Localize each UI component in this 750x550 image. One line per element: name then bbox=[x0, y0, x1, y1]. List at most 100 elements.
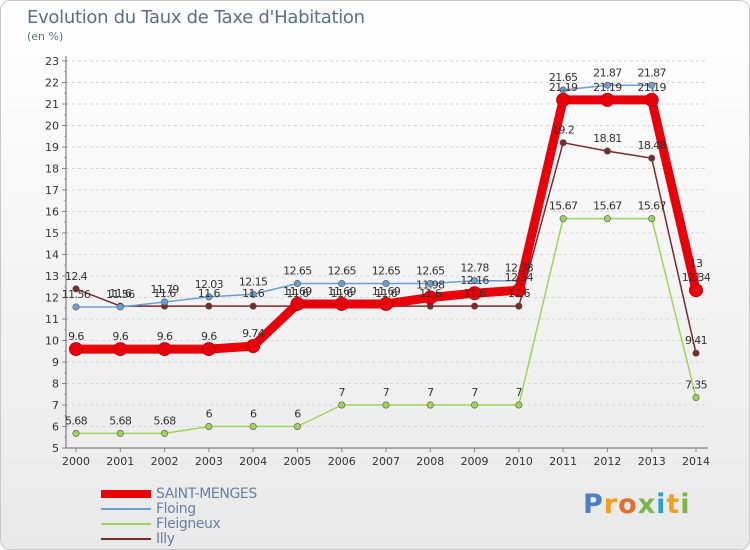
data-point bbox=[515, 302, 523, 310]
data-point bbox=[511, 283, 526, 298]
data-point bbox=[379, 296, 393, 311]
data-point bbox=[556, 92, 571, 107]
data-point bbox=[338, 401, 346, 409]
x-tick-label: 2004 bbox=[239, 455, 267, 468]
data-label: 12.4 bbox=[65, 270, 88, 283]
data-label: 5.68 bbox=[65, 414, 88, 427]
data-point bbox=[72, 429, 80, 437]
chart-subtitle: (en %) bbox=[27, 30, 64, 43]
data-label: 7 bbox=[383, 386, 390, 399]
data-point bbox=[423, 290, 438, 305]
y-tick-label: 15 bbox=[45, 227, 59, 240]
data-label: 9.6 bbox=[201, 330, 217, 343]
logo-letter: i bbox=[656, 489, 667, 520]
x-tick-label: 2005 bbox=[283, 455, 311, 468]
data-label: 7 bbox=[471, 386, 478, 399]
y-tick-label: 21 bbox=[45, 98, 59, 111]
data-point bbox=[471, 401, 479, 409]
y-tick-label: 6 bbox=[52, 421, 59, 434]
data-point bbox=[382, 280, 390, 288]
y-tick-label: 16 bbox=[45, 206, 59, 219]
data-label: 12.78 bbox=[460, 262, 489, 275]
y-tick-label: 5 bbox=[52, 442, 59, 455]
data-point bbox=[471, 302, 479, 310]
data-point bbox=[471, 277, 479, 285]
y-tick-label: 14 bbox=[45, 249, 59, 262]
data-point bbox=[205, 302, 213, 310]
y-tick-label: 23 bbox=[45, 55, 59, 68]
data-label: 11.6 bbox=[375, 287, 398, 300]
data-label: 11.6 bbox=[242, 287, 265, 300]
data-label: 21.87 bbox=[637, 66, 666, 79]
x-tick-label: 2003 bbox=[195, 455, 223, 468]
data-label: 11.56 bbox=[106, 288, 135, 301]
legend-swatch bbox=[101, 490, 151, 498]
data-label: 12.16 bbox=[460, 274, 489, 287]
data-point bbox=[205, 293, 213, 301]
x-tick-label: 2000 bbox=[62, 455, 90, 468]
data-label: 11.69 bbox=[372, 285, 401, 298]
data-label: 12.65 bbox=[327, 265, 356, 278]
data-point bbox=[249, 422, 257, 430]
x-tick-label: 2013 bbox=[638, 455, 666, 468]
series-line-fleigneux bbox=[75, 217, 697, 435]
data-point bbox=[600, 92, 615, 107]
y-tick-label: 11 bbox=[45, 313, 59, 326]
data-point bbox=[205, 422, 213, 430]
data-point bbox=[382, 401, 390, 409]
data-label: 6 bbox=[250, 408, 257, 421]
data-point bbox=[69, 342, 83, 357]
data-label: 9.6 bbox=[112, 330, 128, 343]
data-label: 7 bbox=[339, 386, 346, 399]
y-tick-label: 10 bbox=[45, 335, 59, 348]
data-point bbox=[116, 429, 124, 437]
data-label: 21.19 bbox=[637, 81, 666, 94]
data-point bbox=[161, 429, 169, 437]
data-point bbox=[515, 401, 523, 409]
y-tick-label: 12 bbox=[45, 292, 59, 305]
data-label: 11.6 bbox=[109, 287, 132, 300]
y-tick-label: 13 bbox=[45, 270, 59, 283]
data-point bbox=[559, 139, 567, 147]
data-label: 13 bbox=[690, 257, 703, 270]
data-point bbox=[603, 81, 611, 89]
x-tick-label: 2002 bbox=[151, 455, 179, 468]
x-tick-label: 2001 bbox=[106, 455, 134, 468]
data-point bbox=[692, 393, 700, 401]
data-point bbox=[603, 147, 611, 155]
data-label: 12.15 bbox=[239, 275, 268, 288]
data-label: 11.6 bbox=[154, 287, 177, 300]
data-label: 6 bbox=[206, 408, 213, 421]
data-label: 11.98 bbox=[416, 279, 445, 292]
data-label: 18.81 bbox=[593, 132, 622, 145]
data-label: 18.48 bbox=[637, 139, 666, 152]
data-point bbox=[692, 349, 700, 357]
legend-swatch bbox=[101, 538, 151, 540]
data-label: 11.6 bbox=[331, 287, 354, 300]
data-label: 12.03 bbox=[195, 278, 224, 291]
data-label: 11.6 bbox=[464, 287, 487, 300]
data-point bbox=[648, 81, 656, 89]
data-label: 11.56 bbox=[62, 288, 91, 301]
data-point bbox=[246, 339, 261, 354]
data-label: 9.6 bbox=[157, 330, 173, 343]
data-point bbox=[293, 280, 301, 288]
data-label: 7.35 bbox=[685, 378, 708, 391]
data-label: 12.34 bbox=[682, 271, 711, 284]
y-tick-label: 8 bbox=[52, 378, 59, 391]
x-tick-label: 2014 bbox=[682, 455, 710, 468]
data-point bbox=[113, 342, 128, 357]
data-label: 15.67 bbox=[637, 200, 666, 213]
data-label: 12.65 bbox=[372, 265, 401, 278]
legend-swatch bbox=[101, 523, 151, 525]
data-point bbox=[648, 154, 656, 162]
legend-label: SAINT-MENGES bbox=[156, 486, 257, 502]
x-tick-label: 2011 bbox=[549, 455, 577, 468]
y-tick-label: 17 bbox=[45, 184, 59, 197]
x-tick-label: 2008 bbox=[416, 455, 444, 468]
data-label: 9.74 bbox=[242, 327, 265, 340]
data-label: 21.65 bbox=[549, 71, 578, 84]
logo-letter: o bbox=[618, 489, 638, 520]
x-tick-label: 2009 bbox=[461, 455, 489, 468]
x-tick-label: 2007 bbox=[372, 455, 400, 468]
